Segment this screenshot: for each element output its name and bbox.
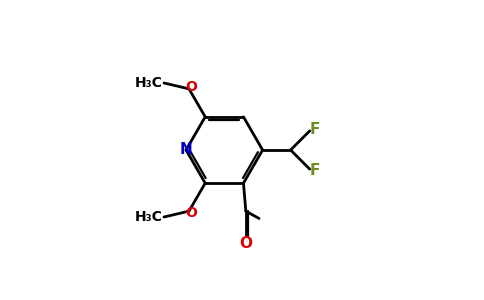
Text: H₃C: H₃C [135, 210, 163, 224]
Text: N: N [180, 142, 193, 158]
Text: O: O [185, 206, 197, 220]
Text: H₃C: H₃C [135, 76, 163, 90]
Text: O: O [185, 80, 197, 94]
Text: O: O [239, 236, 252, 251]
Text: F: F [310, 122, 320, 137]
Text: F: F [310, 163, 320, 178]
